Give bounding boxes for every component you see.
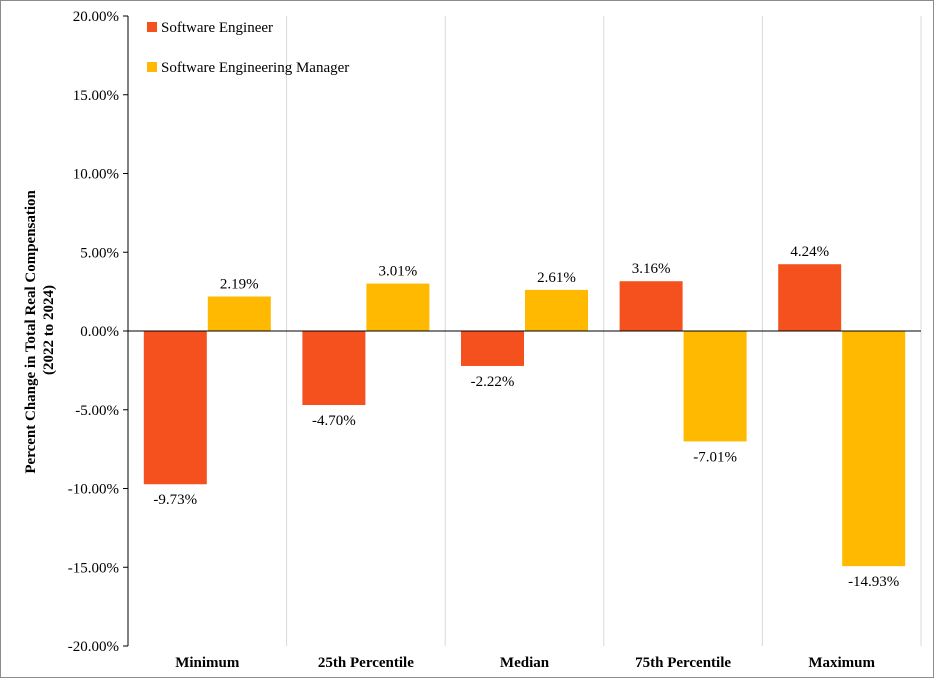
y-tick-label: -20.00% (68, 639, 119, 655)
bar-software-engineering-manager (207, 296, 271, 331)
data-labels: -9.73% -4.70% -2.22% 3.16% 4.24% 2.19% 3.01% 2.… (153, 244, 899, 590)
data-label: 2.61% (537, 270, 576, 286)
legend-label-software-engineer: Software Engineer (161, 20, 273, 36)
data-label: 2.19% (220, 277, 259, 293)
bar-software-engineer (778, 264, 842, 331)
y-tick-label: -10.00% (68, 482, 119, 498)
legend-swatch-software-engineer (147, 22, 157, 32)
y-tick-label: 20.00% (73, 9, 119, 25)
bar-software-engineer (143, 331, 207, 485)
y-tick-label: -15.00% (68, 560, 119, 576)
data-label: -7.01% (693, 449, 737, 465)
bar-software-engineer (619, 281, 683, 331)
bar-software-engineer (461, 331, 524, 366)
category-label: Minimum (175, 655, 240, 671)
y-tick-label: 5.00% (80, 245, 119, 261)
y-tick-label: 15.00% (73, 88, 119, 104)
y-axis (123, 15, 129, 647)
data-label: -9.73% (153, 492, 197, 508)
bar-software-engineer (302, 331, 366, 406)
bars (143, 264, 906, 567)
y-tick-labels: 20.00% 15.00% 10.00% 5.00% 0.00% -5.00% -10.00… (68, 9, 119, 655)
data-label: 3.16% (632, 261, 671, 277)
category-labels: Minimum 25th Percentile Median 75th Percent… (175, 655, 875, 671)
data-label: 3.01% (379, 264, 418, 280)
y-tick-label: 10.00% (73, 167, 119, 183)
data-label: -4.70% (312, 413, 356, 429)
y-tick-label: 0.00% (80, 324, 119, 340)
legend: Software Engineer Software Engineering M… (147, 20, 349, 76)
data-label: -2.22% (471, 374, 515, 390)
category-label: 25th Percentile (318, 655, 414, 671)
data-label: -14.93% (848, 574, 899, 590)
y-axis-title: Percent Change in Total Real Compensatio… (23, 186, 57, 473)
legend-label-software-engineering-manager: Software Engineering Manager (161, 60, 349, 76)
category-label: Maximum (808, 655, 875, 671)
category-label: 75th Percentile (635, 655, 731, 671)
data-label: 4.24% (790, 244, 829, 260)
bar-software-engineering-manager (525, 289, 588, 331)
legend-swatch-software-engineering-manager (147, 62, 157, 72)
y-tick-label: -5.00% (75, 403, 119, 419)
category-label: Median (500, 655, 550, 671)
bar-software-engineering-manager (366, 283, 430, 331)
bar-software-engineering-manager (842, 331, 906, 567)
bar-software-engineering-manager (683, 331, 747, 442)
